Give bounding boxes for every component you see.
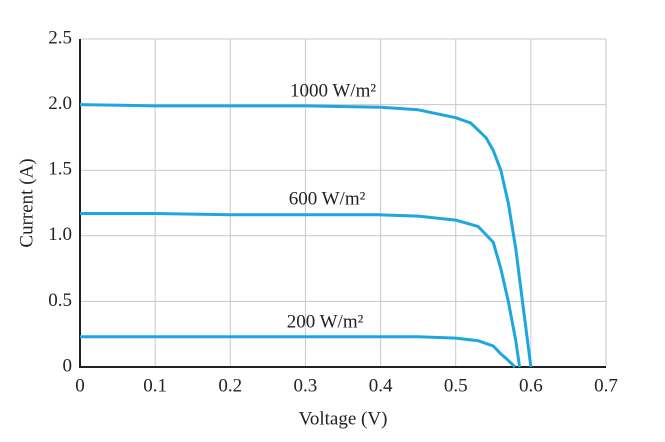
- series-label: 1000 W/m²: [290, 80, 376, 101]
- y-tick-label: 2.5: [48, 27, 72, 48]
- x-tick-label: 0.4: [369, 375, 393, 396]
- y-tick-label: 0.5: [48, 290, 72, 311]
- series-label: 600 W/m²: [289, 188, 366, 209]
- series-line: [80, 335, 517, 369]
- x-tick-label: 0.3: [294, 375, 318, 396]
- x-tick-label: 0.7: [594, 375, 618, 396]
- y-tick-label: 1.0: [48, 224, 72, 245]
- x-tick-label: 0.1: [143, 375, 167, 396]
- x-tick-label: 0.2: [218, 375, 242, 396]
- x-tick-label: 0.5: [444, 375, 468, 396]
- x-tick-label: 0.6: [519, 375, 543, 396]
- series-line: [80, 212, 522, 368]
- series-label: 200 W/m²: [287, 311, 364, 332]
- y-tick-label: 1.5: [48, 159, 72, 180]
- y-tick-label: 0: [63, 355, 73, 376]
- series-line: [79, 103, 533, 368]
- x-tick-label: 0: [75, 375, 85, 396]
- x-axis-label: Voltage (V): [299, 408, 388, 429]
- y-axis-label: Current (A): [16, 158, 37, 247]
- y-tick-label: 2.0: [48, 93, 72, 114]
